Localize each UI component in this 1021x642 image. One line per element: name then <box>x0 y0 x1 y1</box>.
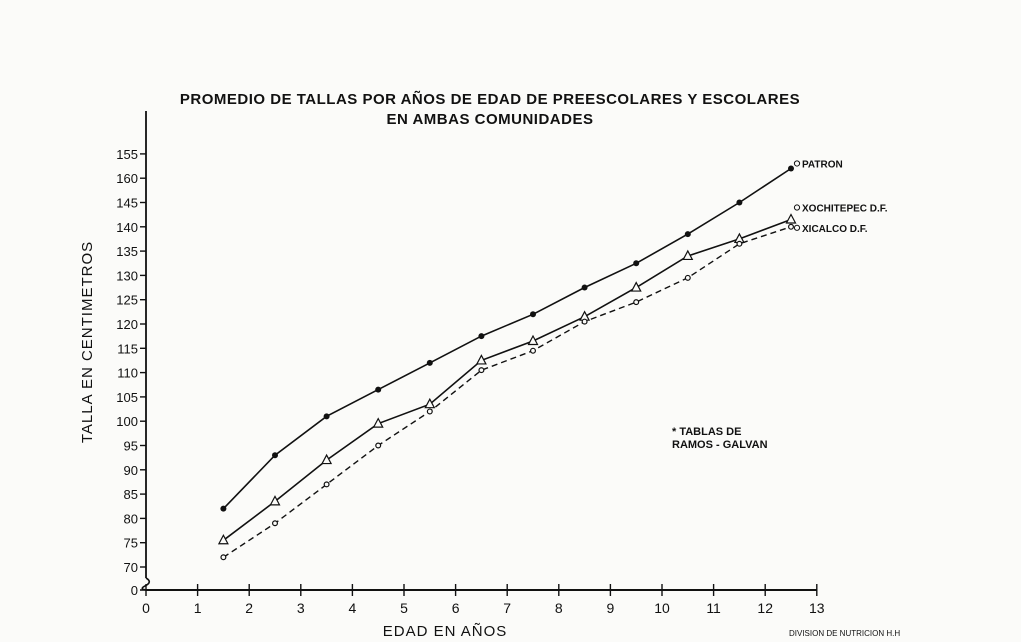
y-tick-label: 145 <box>116 196 138 211</box>
series-line-xicalco-d-f <box>223 226 792 558</box>
point-xicalco-d-f <box>633 299 640 306</box>
y-tick-label: 80 <box>124 511 138 526</box>
point-xochitepec-d-f <box>424 397 436 409</box>
point-patron <box>530 311 536 318</box>
chart-titles: PROMEDIO DE TALLAS POR AÑOS DE EDAD DE P… <box>180 90 800 128</box>
y-tick-label: 95 <box>124 439 138 454</box>
point-xicalco-d-f <box>323 481 330 488</box>
point-patron <box>272 452 278 459</box>
point-xicalco-d-f <box>220 554 227 561</box>
x-tick-label: 3 <box>297 600 305 616</box>
point-xicalco-d-f <box>478 367 485 374</box>
chart-title: PROMEDIO DE TALLAS POR AÑOS DE EDAD DE P… <box>180 90 800 108</box>
legend-label-xicalco-d-f: XICALCO D.F. <box>802 224 868 235</box>
point-patron <box>788 165 794 172</box>
y-tick-label: 85 <box>124 487 138 502</box>
point-patron <box>375 386 382 393</box>
series-line-patron <box>222 167 792 510</box>
y-tick-label: 110 <box>117 366 138 381</box>
annotation-tablas: * TABLAS DE RAMOS - GALVAN <box>672 426 768 451</box>
point-xicalco-d-f <box>375 442 382 449</box>
point-xochitepec-d-f <box>217 533 229 545</box>
legend: PATRON XOCHITEPEC D.F. XICALCO D.F. <box>793 159 888 235</box>
series-points <box>217 165 797 561</box>
y-tick-label: 120 <box>116 317 138 332</box>
point-xochitepec-d-f <box>269 495 281 506</box>
y-tick-label: 130 <box>116 268 138 283</box>
point-patron <box>633 260 640 267</box>
legend-label-patron: PATRON <box>802 159 843 170</box>
x-tick-label: 8 <box>555 600 563 616</box>
y-tick-label: 75 <box>124 536 138 551</box>
point-xochitepec-d-f <box>321 453 333 465</box>
x-tick-label: 10 <box>654 600 670 616</box>
annotation-line-2: RAMOS - GALVAN <box>672 439 768 451</box>
y-tick-label: 125 <box>116 293 138 308</box>
x-tick-label: 5 <box>400 600 408 616</box>
point-xicalco-d-f <box>426 408 433 415</box>
point-patron <box>581 284 588 291</box>
x-tick-label: 9 <box>607 600 615 616</box>
point-patron <box>323 413 330 420</box>
x-tick-label: 6 <box>452 600 460 616</box>
y-tick-label: 100 <box>116 414 138 429</box>
point-xochitepec-d-f <box>475 354 487 365</box>
point-xochitepec-d-f <box>630 281 642 292</box>
legend-marker-patron <box>793 160 801 167</box>
legend-label-xochitepec-d-f: XOCHITEPEC D.F. <box>802 204 888 215</box>
x-tick-label: 2 <box>245 600 253 616</box>
x-tick-label: 7 <box>503 600 511 616</box>
point-xicalco-d-f <box>787 223 794 230</box>
x-tick-label: 1 <box>194 600 202 616</box>
y-tick-label: 135 <box>116 244 138 259</box>
y-tick-label: 155 <box>116 147 138 162</box>
point-xochitepec-d-f <box>372 417 384 428</box>
point-xicalco-d-f <box>684 274 691 281</box>
x-tick-label: 12 <box>757 600 773 616</box>
chart-subtitle: EN AMBAS COMUNIDADES <box>387 111 594 128</box>
legend-marker-xochitepec-d-f <box>793 204 801 211</box>
point-patron <box>736 199 743 206</box>
y-tick-label: 90 <box>124 463 138 478</box>
point-patron <box>220 505 227 512</box>
series-line-xochitepec-d-f <box>222 218 792 541</box>
y-tick-label: 70 <box>124 560 138 575</box>
point-xochitepec-d-f <box>527 334 539 346</box>
point-xicalco-d-f <box>272 520 279 527</box>
point-patron <box>684 231 691 238</box>
y-tick-label: 115 <box>117 341 138 356</box>
point-patron <box>478 333 485 340</box>
series-lines <box>222 167 792 558</box>
x-tick-label: 13 <box>809 600 825 616</box>
y-tick-label: 160 <box>116 171 138 186</box>
point-xicalco-d-f <box>736 240 743 247</box>
y-tick-label: 105 <box>116 390 138 405</box>
point-xicalco-d-f <box>529 347 536 354</box>
point-xochitepec-d-f <box>785 213 797 224</box>
y-tick-label: 140 <box>116 220 138 235</box>
x-tick-label: 11 <box>706 600 721 616</box>
axes <box>140 111 818 596</box>
x-tick-label: 4 <box>349 600 357 616</box>
y-tick-label: 0 <box>131 583 138 598</box>
x-tick-labels: 0 1 2 3 4 5 6 7 8 9 10 11 12 13 <box>142 600 825 616</box>
point-xicalco-d-f <box>581 318 588 325</box>
legend-marker-xicalco-d-f <box>793 224 801 231</box>
credit-text: DIVISION DE NUTRICION H.H <box>789 629 900 638</box>
x-axis-label: EDAD EN AÑOS <box>383 623 508 640</box>
point-patron <box>426 359 433 366</box>
point-xochitepec-d-f <box>682 249 694 261</box>
x-tick-label: 0 <box>142 600 150 616</box>
y-axis-label: TALLA EN CENTIMETROS <box>79 241 96 443</box>
annotation-line-1: * TABLAS DE <box>672 426 741 438</box>
y-tick-labels: 0 70 75 80 85 90 95 100 105 110 115 120 125 130 135 140… <box>116 147 138 598</box>
